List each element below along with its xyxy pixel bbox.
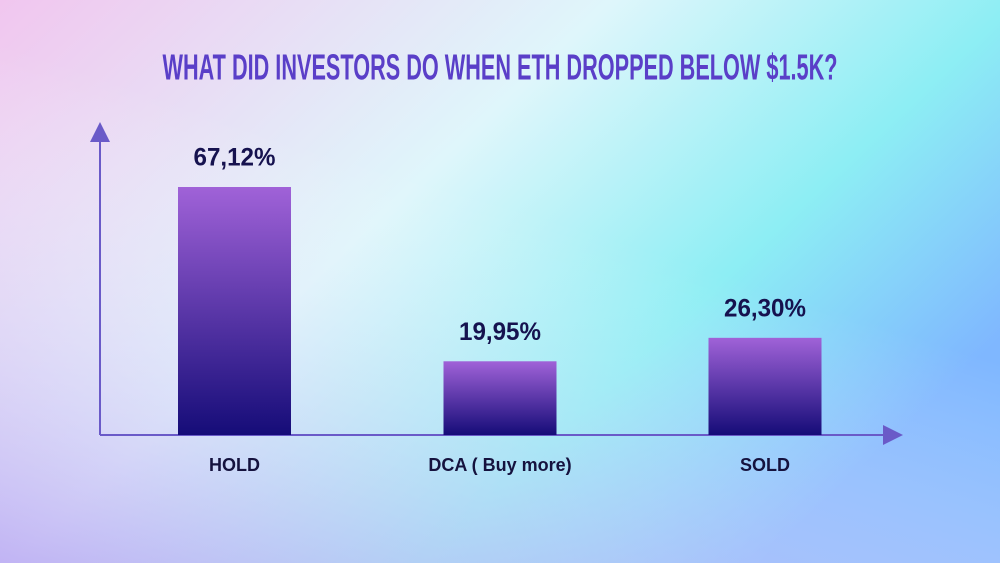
bar — [443, 361, 557, 435]
bar — [178, 187, 291, 435]
x-tick-label: HOLD — [209, 455, 260, 475]
x-tick-label: SOLD — [740, 455, 790, 475]
chart-title: WHAT DID INVESTORS DO WHEN ETH DROPPED B… — [163, 47, 838, 88]
value-label: 26,30% — [724, 294, 806, 322]
value-label: 19,95% — [459, 318, 541, 346]
x-tick-label: DCA ( Buy more) — [428, 455, 571, 475]
bar — [708, 337, 822, 435]
value-label: 67,12% — [194, 144, 276, 172]
